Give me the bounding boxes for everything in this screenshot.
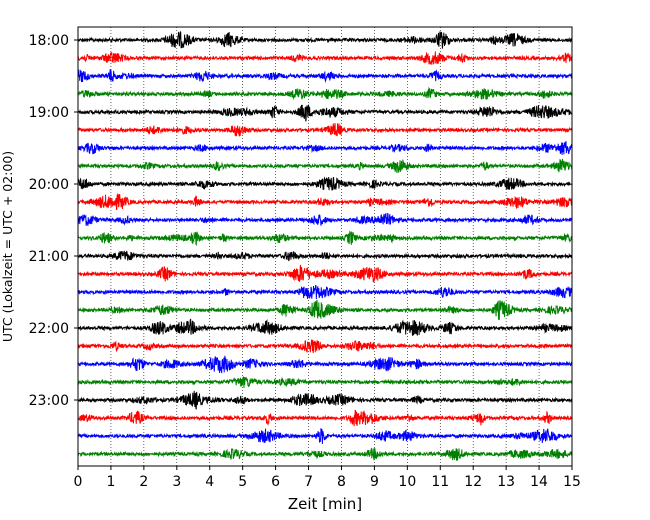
seismic-trace bbox=[77, 428, 573, 445]
x-tick-label: 7 bbox=[304, 474, 313, 490]
x-tick-label: 6 bbox=[271, 474, 280, 490]
seismic-trace bbox=[77, 103, 573, 122]
x-axis-label: Zeit [min] bbox=[288, 495, 362, 513]
seismic-trace bbox=[77, 299, 573, 320]
seismic-trace bbox=[77, 158, 573, 173]
seismic-trace bbox=[77, 376, 573, 388]
y-axis-label: UTC (Lokalzeit = UTC + 02:00) bbox=[0, 151, 15, 342]
seismic-trace bbox=[77, 318, 573, 336]
seismic-trace bbox=[77, 339, 573, 353]
y-axis-ticks: 18:00 19:00 20:00 21:00 22:00 23:00 bbox=[29, 33, 78, 409]
seismic-trace bbox=[77, 390, 573, 410]
y-tick-label: 21:00 bbox=[29, 249, 69, 265]
seismic-trace bbox=[77, 176, 573, 191]
seismic-trace bbox=[77, 409, 573, 427]
seismic-trace bbox=[77, 123, 573, 137]
seismic-trace bbox=[77, 230, 573, 247]
y-tick-label: 22:00 bbox=[29, 321, 69, 337]
seismic-trace bbox=[77, 192, 573, 211]
trace-series-group bbox=[77, 31, 573, 461]
y-tick-label: 23:00 bbox=[29, 393, 69, 409]
plot-area-frame bbox=[77, 26, 573, 467]
seismic-trace bbox=[77, 86, 573, 101]
x-tick-label: 1 bbox=[106, 474, 115, 490]
x-tick-label: 5 bbox=[238, 474, 247, 490]
seismic-trace bbox=[77, 212, 573, 227]
x-tick-label: 2 bbox=[139, 474, 148, 490]
grid-lines bbox=[110, 27, 540, 466]
seismic-trace bbox=[77, 447, 573, 461]
x-axis-ticks: 0 1 2 3 4 5 6 7 8 9 10 11 12 13 14 15 bbox=[74, 466, 581, 490]
y-tick-label: 18:00 bbox=[29, 33, 69, 49]
seismic-trace bbox=[77, 250, 573, 262]
x-tick-label: 0 bbox=[74, 474, 83, 490]
seismic-trace bbox=[77, 31, 573, 49]
x-tick-label: 10 bbox=[398, 474, 416, 490]
x-tick-label: 9 bbox=[370, 474, 379, 490]
seismic-trace bbox=[77, 51, 573, 65]
y-tick-label: 20:00 bbox=[29, 177, 69, 193]
x-tick-label: 13 bbox=[497, 474, 515, 490]
x-tick-label: 11 bbox=[431, 474, 449, 490]
seismic-trace bbox=[77, 69, 573, 83]
seismic-trace bbox=[77, 264, 573, 283]
x-tick-label: 3 bbox=[172, 474, 181, 490]
x-tick-label: 12 bbox=[464, 474, 482, 490]
seismic-trace bbox=[77, 355, 573, 374]
x-tick-label: 4 bbox=[205, 474, 214, 490]
seismic-trace bbox=[77, 140, 573, 155]
y-tick-label: 19:00 bbox=[29, 105, 69, 121]
x-tick-label: 14 bbox=[530, 474, 548, 490]
x-tick-label: 8 bbox=[337, 474, 346, 490]
x-tick-label: 15 bbox=[563, 474, 581, 490]
seismic-trace bbox=[77, 284, 573, 300]
